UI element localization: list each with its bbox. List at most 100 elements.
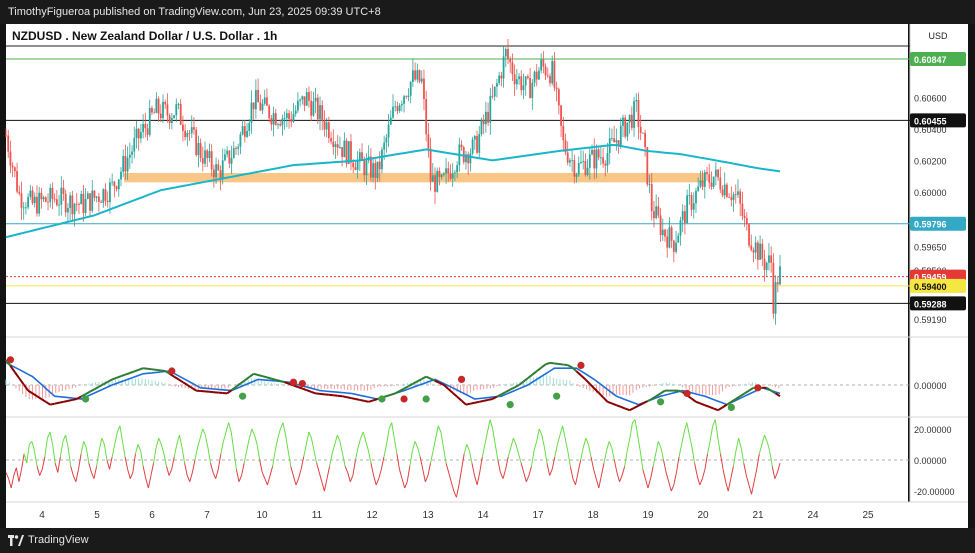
candle-body: [270, 118, 273, 125]
osc-line-segment: [119, 425, 123, 442]
macd-line-segment: [138, 367, 144, 371]
osc-line-segment: [562, 425, 566, 439]
osc-line-segment: [222, 431, 227, 442]
osc-line-segment: [626, 438, 631, 451]
macd-line-segment: [700, 402, 706, 407]
osc-line-segment: [569, 466, 574, 479]
macd-line-segment: [607, 400, 613, 405]
osc-line-segment: [494, 444, 499, 461]
macd-line-segment: [235, 382, 242, 388]
osc-line-segment: [380, 456, 385, 470]
candle-body: [385, 137, 388, 143]
osc-line-segment: [554, 444, 558, 457]
candle-body: [356, 159, 359, 170]
osc-line-segment: [766, 441, 771, 451]
candle-body: [166, 104, 169, 116]
osc-line-segment: [719, 453, 724, 470]
chart-canvas[interactable]: 0.606000.604000.602000.600000.596500.595…: [0, 24, 975, 528]
candle-body: [111, 181, 114, 183]
candle-body: [254, 89, 257, 110]
candle-body: [16, 171, 18, 192]
osc-line-segment: [606, 441, 610, 451]
macd-line-segment: [18, 377, 25, 386]
osc-line-segment: [725, 481, 729, 492]
candle-body: [765, 262, 768, 271]
candle-body: [60, 187, 63, 205]
candle-body: [246, 130, 248, 137]
osc-line-segment: [33, 450, 38, 467]
candle-body: [657, 206, 660, 216]
macd-line-segment: [425, 375, 432, 380]
osc-line-segment: [603, 450, 608, 464]
macd-cross-dot: [289, 378, 298, 386]
macd-cross-dot: [6, 356, 15, 364]
osc-line-segment: [173, 444, 178, 457]
candle-body: [162, 101, 164, 119]
osc-line-segment: [21, 453, 25, 470]
macd-line-segment: [597, 392, 604, 399]
candle-body: [756, 242, 759, 260]
macd-line-segment: [730, 398, 737, 403]
macd-line-segment: [443, 384, 449, 390]
osc-line-segment: [365, 441, 369, 451]
osc-line-segment: [197, 438, 201, 448]
osc-line-segment: [546, 463, 551, 476]
candle-body: [745, 218, 748, 225]
osc-line-segment: [642, 469, 646, 479]
osc-line-segment: [129, 472, 134, 479]
candle-body: [442, 173, 445, 175]
osc-line-segment: [489, 419, 494, 430]
candle-body: [741, 203, 744, 217]
macd-line-segment: [67, 398, 73, 402]
macd-line-segment: [386, 393, 392, 398]
osc-line-segment: [373, 475, 377, 486]
candle-body: [533, 71, 536, 83]
candle-body: [546, 75, 549, 77]
candle-body: [151, 107, 153, 113]
osc-line-segment: [499, 472, 504, 479]
candle-body: [400, 103, 403, 106]
osc-line-segment: [756, 453, 760, 470]
macd-cross-dot: [553, 392, 561, 400]
candle-body: [75, 203, 78, 205]
macd-line-segment: [549, 361, 555, 365]
candle-body: [582, 161, 585, 163]
osc-line-segment: [282, 422, 287, 436]
candle-body: [69, 195, 72, 209]
candle-body: [290, 118, 293, 122]
time-tick-label: 7: [204, 510, 210, 521]
tradingview-logo-icon[interactable]: [8, 535, 24, 546]
candle-body: [491, 95, 494, 97]
osc-line-segment: [582, 438, 587, 448]
osc-line-segment: [28, 441, 33, 445]
osc-line-segment: [704, 453, 709, 470]
candle-body: [312, 101, 315, 116]
price-level-label: 0.59796: [914, 220, 947, 230]
candle-body: [235, 148, 237, 149]
candle-body: [686, 195, 689, 224]
osc-line-segment: [735, 438, 740, 451]
candle-body: [122, 155, 125, 172]
candle-body: [478, 134, 481, 153]
candle-body: [697, 186, 700, 191]
macd-line-segment: [364, 399, 369, 403]
candle-body: [518, 76, 520, 80]
macd-line-segment: [540, 363, 547, 369]
candle-body: [467, 154, 470, 164]
osc-line-segment: [486, 419, 491, 433]
candle-body: [319, 105, 321, 120]
osc-line-segment: [616, 472, 620, 482]
macd-line-segment: [483, 398, 489, 402]
osc-line-segment: [168, 469, 173, 476]
macd-line-segment: [253, 372, 259, 376]
macd-line-segment: [63, 399, 69, 403]
candle-body: [199, 143, 202, 159]
osc-line-segment: [57, 456, 61, 473]
candle-body: [398, 105, 401, 112]
osc-line-segment: [430, 450, 434, 464]
osc-line-segment: [114, 431, 118, 445]
osc-line-segment: [98, 438, 103, 451]
candle-body: [449, 173, 452, 179]
macd-line-segment: [615, 404, 622, 408]
macd-line-segment: [589, 383, 595, 390]
